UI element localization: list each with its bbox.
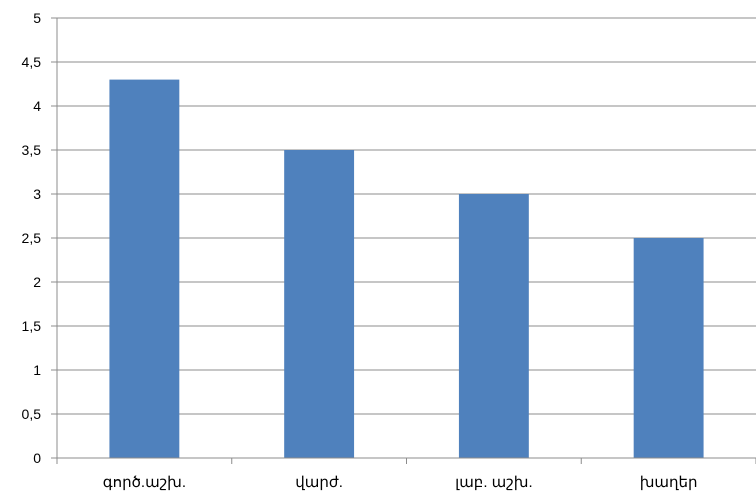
y-tick-label: 1,5: [22, 318, 42, 334]
y-tick-label: 3,5: [22, 142, 42, 158]
y-tick-label: 4,5: [22, 54, 42, 70]
category-label: խաղեր: [640, 474, 698, 491]
y-tick-label: 3: [33, 186, 41, 202]
y-tick-label: 2: [33, 274, 41, 290]
y-tick-label: 0: [33, 450, 41, 466]
category-label: գործ.աշխ.: [103, 474, 186, 491]
y-axis-tick-labels: 0 0,5 1 1,5 2 2,5 3 3,5 4 4,5 5: [22, 10, 42, 466]
bar: [284, 150, 355, 458]
bar: [109, 79, 180, 458]
category-label: լաբ. աշխ.: [455, 474, 532, 491]
y-tick-label: 4: [33, 98, 41, 114]
bars: [109, 79, 704, 458]
bar: [633, 238, 704, 458]
category-label: վարժ.: [295, 474, 343, 491]
y-tick-label: 0,5: [22, 406, 42, 422]
bar: [458, 194, 529, 458]
x-axis-category-labels: գործ.աշխ. վարժ. լաբ. աշխ. խաղեր: [103, 474, 698, 491]
y-tick-label: 2,5: [22, 230, 42, 246]
y-tick-label: 1: [33, 362, 41, 378]
x-axis-tick-marks: [56, 458, 756, 464]
y-tick-label: 5: [33, 10, 41, 26]
